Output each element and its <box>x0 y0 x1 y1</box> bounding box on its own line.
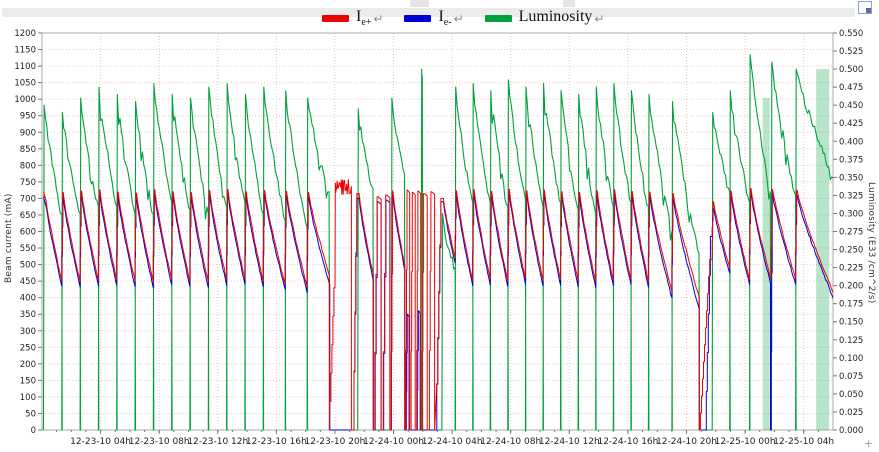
y-left-tick-label: 950 <box>20 112 36 122</box>
paragraph-mark-icon: ↵ <box>373 11 384 26</box>
y-left-tick-label: 1150 <box>14 46 36 56</box>
i-e-minus-series-line <box>43 192 833 431</box>
y-left-tick-label: 400 <box>20 294 36 304</box>
y-left-tick-label: 450 <box>20 277 36 287</box>
x-tick-label: 12-23-10 16h <box>246 437 307 447</box>
x-tick-label: 12-24-10 00h <box>363 437 424 447</box>
y-right-tick-label: 0.475 <box>839 83 863 93</box>
x-tick-label: 12-24-10 16h <box>597 437 658 447</box>
y-right-tick-label: 0.425 <box>839 119 863 129</box>
x-tick-label: 12-24-10 12h <box>539 437 600 447</box>
x-tick-label: 12-24-10 04h <box>422 437 483 447</box>
legend-item-luminosity: Luminosity ↵ <box>484 8 605 28</box>
y-left-tick-label: 900 <box>20 128 36 138</box>
y-left-tick-label: 750 <box>20 178 36 188</box>
y-right-tick-label: 0.525 <box>839 47 863 57</box>
y-left-tick-label: 500 <box>20 261 36 271</box>
legend-label-i-e-plus: Ie+ <box>356 8 372 29</box>
y-left-tick-label: 1000 <box>14 95 36 105</box>
y-left-tick-label: 1100 <box>14 62 36 72</box>
y-left-axis-title: Beam current (mA) <box>4 193 14 283</box>
luminosity-tuning-band <box>762 97 770 431</box>
toolbar-remnant-square <box>563 0 575 7</box>
page-icon[interactable] <box>858 1 872 14</box>
x-tick-label: 12-23-10 08h <box>129 437 190 447</box>
y-left-tick-label: 650 <box>20 211 36 221</box>
x-tick-label: 12-24-10 20h <box>656 437 717 447</box>
y-right-tick-label: 0.400 <box>839 137 863 147</box>
luminosity-tuning-band <box>816 69 830 430</box>
toolbar-remnant-bar <box>2 8 855 17</box>
y-right-tick-label: 0.175 <box>839 300 863 310</box>
y-right-tick-label: 0.225 <box>839 264 863 274</box>
x-tick-label: 12-25-10 04h <box>773 437 834 447</box>
y-right-tick-label: 0.500 <box>839 65 863 75</box>
y-left-tick-label: 50 <box>25 409 36 419</box>
y-left-tick-label: 300 <box>20 327 36 337</box>
x-tick-label: 12-23-10 12h <box>187 437 248 447</box>
y-right-tick-label: 0.050 <box>839 390 863 400</box>
legend-label-luminosity: Luminosity <box>518 8 593 25</box>
y-right-tick-label: 0.075 <box>839 372 863 382</box>
paragraph-mark-icon: ↵ <box>453 11 464 26</box>
x-tick-label: 12-23-10 20h <box>305 437 366 447</box>
y-left-tick-label: 150 <box>20 376 36 386</box>
y-right-tick-label: 0.375 <box>839 155 863 165</box>
chart-legend: Ie+ ↵ Ie- ↵ Luminosity ↵ <box>322 9 604 28</box>
legend-label-i-e-minus: Ie- <box>438 8 452 29</box>
y-left-tick-label: 600 <box>20 228 36 238</box>
x-tick-label: 12-23-10 04h <box>70 437 131 447</box>
y-left-tick-label: 0 <box>31 426 36 436</box>
y-left-tick-label: 850 <box>20 145 36 155</box>
y-right-tick-label: 0.450 <box>839 101 863 111</box>
y-right-tick-label: 0.000 <box>839 426 863 436</box>
page-fold-icon <box>866 8 871 13</box>
legend-item-i-e-plus: Ie+ ↵ <box>322 9 383 28</box>
y-right-tick-label: 0.325 <box>839 191 863 201</box>
y-right-tick-label: 0.350 <box>839 173 863 183</box>
legend-swatch-i-e-plus <box>322 15 349 23</box>
y-left-tick-label: 1050 <box>14 79 36 89</box>
y-right-tick-label: 0.550 <box>839 29 863 39</box>
i-e-plus-series-line <box>43 179 833 431</box>
y-right-tick-label: 0.275 <box>839 228 863 238</box>
y-right-tick-label: 0.250 <box>839 246 863 256</box>
resize-handle-icon[interactable]: + <box>864 437 874 450</box>
y-right-tick-label: 0.025 <box>839 408 863 418</box>
y-right-tick-label: 0.125 <box>839 336 863 346</box>
x-tick-label: 12-25-10 00h <box>715 437 776 447</box>
y-left-tick-label: 350 <box>20 310 36 320</box>
y-right-axis-title: Luminosity (E33 /cm^2/s) <box>866 182 876 304</box>
legend-item-i-e-minus: Ie- ↵ <box>404 8 464 29</box>
y-left-tick-label: 700 <box>20 194 36 204</box>
legend-swatch-luminosity <box>484 15 512 23</box>
y-left-tick-label: 550 <box>20 244 36 254</box>
y-right-tick-label: 0.200 <box>839 282 863 292</box>
y-right-tick-label: 0.300 <box>839 209 863 219</box>
paragraph-mark-icon: ↵ <box>594 11 605 26</box>
y-right-tick-label: 0.150 <box>839 318 863 328</box>
legend-swatch-i-e-minus <box>404 15 432 23</box>
x-tick-label: 12-24-10 08h <box>480 437 541 447</box>
y-left-tick-label: 250 <box>20 343 36 353</box>
y-left-tick-label: 100 <box>20 393 36 403</box>
y-left-tick-label: 800 <box>20 161 36 171</box>
toolbar-remnant-square <box>410 0 429 7</box>
y-right-tick-label: 0.100 <box>839 354 863 364</box>
y-left-tick-label: 1200 <box>14 29 36 39</box>
y-left-tick-label: 200 <box>20 360 36 370</box>
